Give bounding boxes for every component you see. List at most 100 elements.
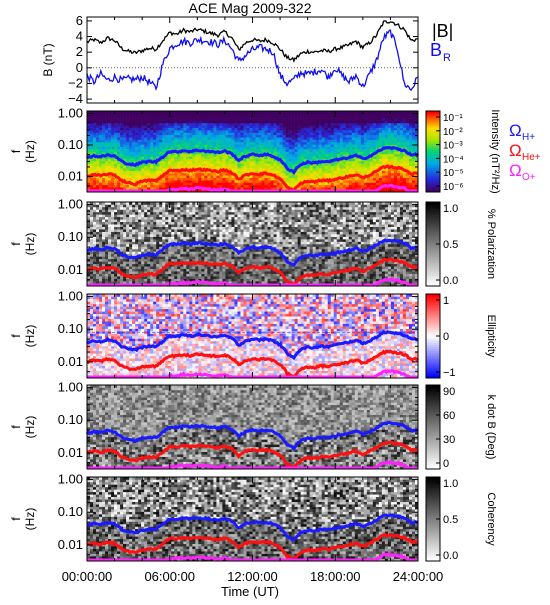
spectrogram-cell [171,156,174,159]
spectrogram-cell [102,128,105,131]
spectrogram-cell [138,137,141,140]
spectrogram-cell [292,118,295,121]
spectrogram-cell [307,137,310,140]
spectrogram-cell [102,137,105,140]
spectrogram-cell [274,161,277,164]
spectrogram-cell [123,219,126,222]
spectrogram-cell [409,113,412,116]
spectrogram-cell [198,156,201,159]
spectrogram-cell [180,178,183,181]
spectrogram-cell [379,154,382,157]
spectrogram-cell [304,125,307,128]
spectrogram-cell [153,125,156,128]
spectrogram-cell [105,214,108,217]
spectrogram-cell [138,217,141,220]
spectrogram-cell [153,140,156,143]
spectrogram-cell [96,242,99,245]
spectrogram-cell [280,137,283,140]
spectrogram-cell [150,144,153,147]
spectrogram-cell [397,125,400,128]
spectrogram-cell [162,144,165,147]
spectrogram-cell [129,269,132,272]
spectrogram-cell [189,178,192,181]
spectrogram-cell [331,168,334,171]
spectrogram-cell [174,175,177,178]
spectrogram-cell [93,207,96,210]
spectrogram-cell [147,276,150,279]
spectrogram-cell [295,154,298,157]
spectrogram-cell [213,175,216,178]
spectrogram-cell [400,135,403,138]
spectrogram-cell [337,173,340,176]
spectrogram-cell [180,251,183,254]
spectrogram-cell [96,152,99,155]
spectrogram-cell [126,137,129,140]
spectrogram-cell [156,125,159,128]
spectrogram-cell [144,259,147,262]
spectrogram-cell [195,125,198,128]
spectrogram-cell [174,271,177,274]
spectrogram-cell [298,149,301,152]
spectrogram-cell [138,261,141,264]
spectrogram-cell [108,281,111,284]
spectrogram-cell [343,180,346,183]
spectrogram-cell [129,232,132,235]
spectrogram-cell [210,166,213,169]
spectrogram-cell [90,256,93,259]
spectrogram-cell [150,173,153,176]
spectrogram-cell [114,229,117,232]
spectrogram-cell [231,137,234,140]
spectrogram-cell [108,113,111,116]
spectrogram-cell [259,161,262,164]
spectrogram-cell [204,178,207,181]
spectrogram-cell [370,123,373,126]
spectrogram-cell [256,135,259,138]
spectrogram-cell [159,244,162,247]
spectrogram-cell [307,171,310,174]
spectrogram-cell [90,279,93,282]
spectrogram-cell [186,254,189,257]
spectrogram-cell [111,244,114,247]
spectrogram-cell [108,168,111,171]
spectrogram-cell [367,144,370,147]
spectrogram-cell [99,116,102,119]
spectrogram-cell [277,149,280,152]
spectrogram-cell [406,123,409,126]
spectrogram-cell [93,152,96,155]
spectrogram-cell [301,159,304,162]
spectrogram-cell [216,178,219,181]
spectrogram-cell [391,178,394,181]
spectrogram-cell [120,121,123,124]
spectrogram-cell [343,142,346,145]
spectrogram-cell [159,204,162,207]
spectrogram-cell [271,163,274,166]
spectrogram-cell [340,130,343,133]
spectrogram-cell [394,182,397,185]
spectrogram-cell [171,140,174,143]
spectrogram-cell [313,175,316,178]
spectrogram-cell [99,227,102,230]
spectrogram-cell [120,209,123,212]
spectrogram-cell [183,142,186,145]
spectrogram-cell [231,118,234,121]
spectrogram-cell [361,185,364,188]
spectrogram-cell [195,142,198,145]
spectrogram-cell [349,116,352,119]
spectrogram-cell [108,254,111,257]
spectrogram-cell [192,123,195,126]
spectrogram-cell [249,142,252,145]
spectrogram-cell [334,140,337,143]
spectrogram-cell [219,142,222,145]
spectrogram-cell [292,154,295,157]
spectrogram-cell [129,130,132,133]
spectrogram-cell [135,251,138,254]
spectrogram-cell [93,149,96,152]
spectrogram-cell [129,152,132,155]
spectrogram-cell [180,234,183,237]
spectrogram-cell [132,281,135,284]
spectrogram-cell [340,135,343,138]
spectrogram-cell [370,130,373,133]
spectrogram-cell [162,224,165,227]
spectrogram-cell [328,121,331,124]
spectrogram-cell [129,171,132,174]
